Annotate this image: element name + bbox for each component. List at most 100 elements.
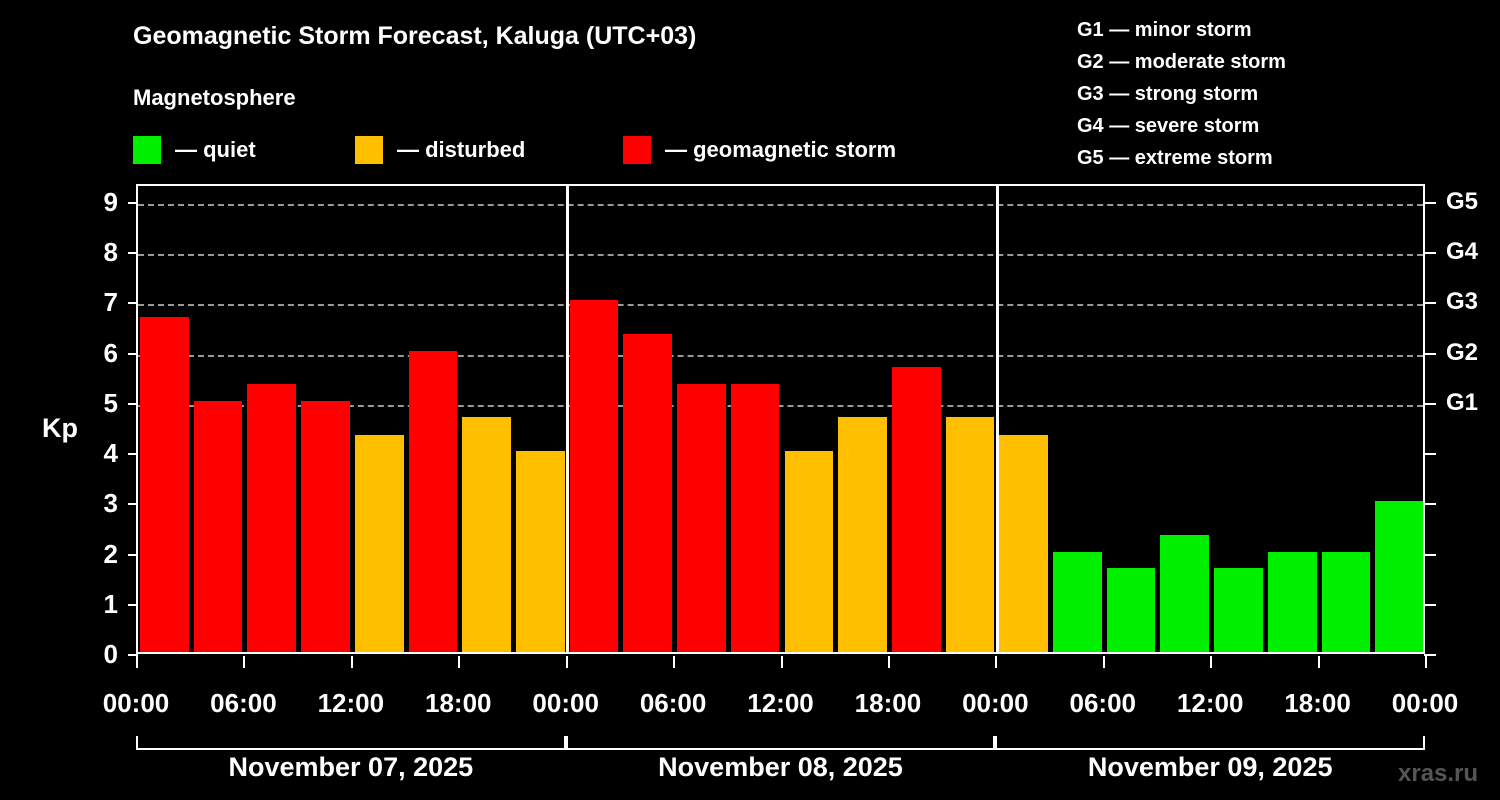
legend-swatch-storm-icon bbox=[623, 136, 651, 164]
bar[interactable] bbox=[1375, 501, 1423, 652]
y-axis-tick bbox=[128, 202, 138, 204]
date-label: November 07, 2025 bbox=[228, 752, 474, 782]
page-title: Geomagnetic Storm Forecast, Kaluga (UTC+… bbox=[133, 22, 697, 50]
x-axis-time-label: 06:00 bbox=[210, 688, 277, 718]
bar[interactable] bbox=[247, 384, 297, 652]
x-axis-tick bbox=[1425, 656, 1427, 668]
y-axis-title: Kp bbox=[42, 413, 78, 443]
x-axis-time-label: 18:00 bbox=[1284, 688, 1351, 718]
gridline bbox=[138, 354, 1423, 357]
g-axis-label-g5: G5 bbox=[1446, 188, 1479, 215]
bar[interactable] bbox=[1214, 568, 1263, 652]
y-axis-tick bbox=[128, 453, 138, 456]
bar[interactable] bbox=[515, 451, 565, 652]
x-axis-time-label: 00:00 bbox=[532, 688, 599, 718]
date-bracket bbox=[995, 736, 1425, 750]
y-axis-tick bbox=[128, 252, 138, 255]
y-axis-label: 4 bbox=[103, 438, 118, 469]
y-axis-label: 9 bbox=[103, 187, 118, 217]
bar[interactable] bbox=[1321, 551, 1371, 652]
bar[interactable] bbox=[569, 300, 619, 652]
x-axis-tick bbox=[565, 656, 568, 668]
x-axis-time-label: 06:00 bbox=[1069, 688, 1137, 718]
y-axis-tick bbox=[128, 402, 138, 405]
bar[interactable] bbox=[462, 417, 511, 652]
legend-item-quiet: — quiet bbox=[133, 133, 256, 167]
y-axis-tick-right bbox=[1424, 453, 1436, 456]
y-axis-label: 3 bbox=[103, 488, 118, 519]
day-divider bbox=[995, 186, 999, 652]
x-axis-time-label: 12:00 bbox=[317, 688, 385, 718]
bar[interactable] bbox=[999, 434, 1049, 652]
bar[interactable] bbox=[193, 400, 243, 652]
g-scale-description-5: G5 — extreme storm bbox=[1077, 147, 1273, 169]
g-scale-description-4: G4 — severe storm bbox=[1077, 115, 1260, 137]
bar[interactable] bbox=[623, 334, 673, 652]
g-axis-label-g2: G2 bbox=[1446, 338, 1479, 366]
x-axis-tick bbox=[350, 656, 353, 668]
x-axis-tick bbox=[673, 656, 676, 668]
x-axis-tick bbox=[458, 656, 461, 668]
bar[interactable] bbox=[1106, 568, 1156, 652]
y-axis-tick-right bbox=[1424, 654, 1436, 656]
bar[interactable] bbox=[301, 400, 350, 652]
x-axis-time-label: 12:00 bbox=[1176, 688, 1244, 718]
x-axis-tick bbox=[1210, 656, 1213, 668]
bar[interactable] bbox=[408, 350, 458, 652]
gridline bbox=[138, 404, 1423, 407]
y-axis-tick bbox=[128, 352, 138, 355]
g-scale-description-1: G1 — minor storm bbox=[1077, 19, 1252, 41]
y-axis-label: 0 bbox=[103, 639, 118, 669]
magnetosphere-label: Magnetosphere bbox=[133, 85, 296, 110]
bar[interactable] bbox=[354, 434, 404, 652]
bar[interactable] bbox=[784, 451, 834, 652]
bar[interactable] bbox=[945, 417, 995, 652]
y-axis-tick bbox=[128, 503, 138, 506]
x-axis-tick bbox=[780, 656, 783, 668]
g-axis-label-g1: G1 bbox=[1446, 388, 1479, 416]
y-axis-tick-right bbox=[1424, 302, 1436, 305]
y-axis-label: 2 bbox=[103, 538, 118, 569]
x-axis-tick bbox=[1102, 656, 1105, 668]
y-axis-tick bbox=[128, 302, 138, 305]
x-axis-tick bbox=[995, 656, 998, 668]
legend-label-storm: — geomagnetic storm bbox=[665, 137, 897, 162]
legend-label-disturbed: — disturbed bbox=[397, 137, 526, 162]
y-axis-tick-right bbox=[1424, 352, 1436, 355]
legend-label-quiet: — quiet bbox=[175, 137, 256, 162]
gridline bbox=[138, 254, 1423, 257]
y-axis-tick-right bbox=[1424, 252, 1436, 255]
g-axis-label-g4: G4 bbox=[1446, 238, 1479, 266]
gridline bbox=[138, 204, 1423, 206]
y-axis-label: 1 bbox=[103, 588, 118, 619]
g-scale-description-list: G1 — minor storm G2 — moderate storm G3 — … bbox=[1077, 14, 1286, 174]
bar[interactable] bbox=[677, 384, 726, 652]
bar[interactable] bbox=[140, 317, 189, 652]
day-divider bbox=[566, 186, 570, 652]
bar[interactable] bbox=[730, 384, 780, 652]
bar[interactable] bbox=[838, 417, 887, 652]
y-axis-label: 7 bbox=[103, 287, 118, 318]
legend-item-disturbed: — disturbed bbox=[355, 133, 525, 167]
g-scale-description-3: G3 — strong storm bbox=[1077, 83, 1259, 105]
legend-swatch-quiet-icon bbox=[133, 136, 161, 164]
y-axis-tick-right bbox=[1424, 202, 1436, 204]
watermark: xras.ru bbox=[1398, 760, 1479, 787]
y-axis-tick-right bbox=[1424, 503, 1436, 506]
g-scale-description-2: G2 — moderate storm bbox=[1077, 51, 1286, 73]
x-axis-time-label: 00:00 bbox=[962, 688, 1029, 718]
y-axis-tick-right bbox=[1424, 603, 1436, 606]
y-axis-tick-right bbox=[1424, 553, 1436, 556]
y-axis-tick-right bbox=[1424, 402, 1436, 405]
y-axis-label: 8 bbox=[103, 237, 118, 268]
bar[interactable] bbox=[1053, 551, 1102, 652]
bar[interactable] bbox=[891, 367, 941, 652]
y-axis-tick bbox=[128, 654, 138, 656]
x-axis-time-label: 18:00 bbox=[425, 688, 492, 718]
x-axis-time-label: 00:00 bbox=[1391, 688, 1459, 718]
g-axis-label-g3: G3 bbox=[1446, 288, 1479, 316]
bar[interactable] bbox=[1160, 534, 1210, 652]
x-axis-tick bbox=[136, 656, 138, 668]
bar[interactable] bbox=[1267, 551, 1317, 652]
